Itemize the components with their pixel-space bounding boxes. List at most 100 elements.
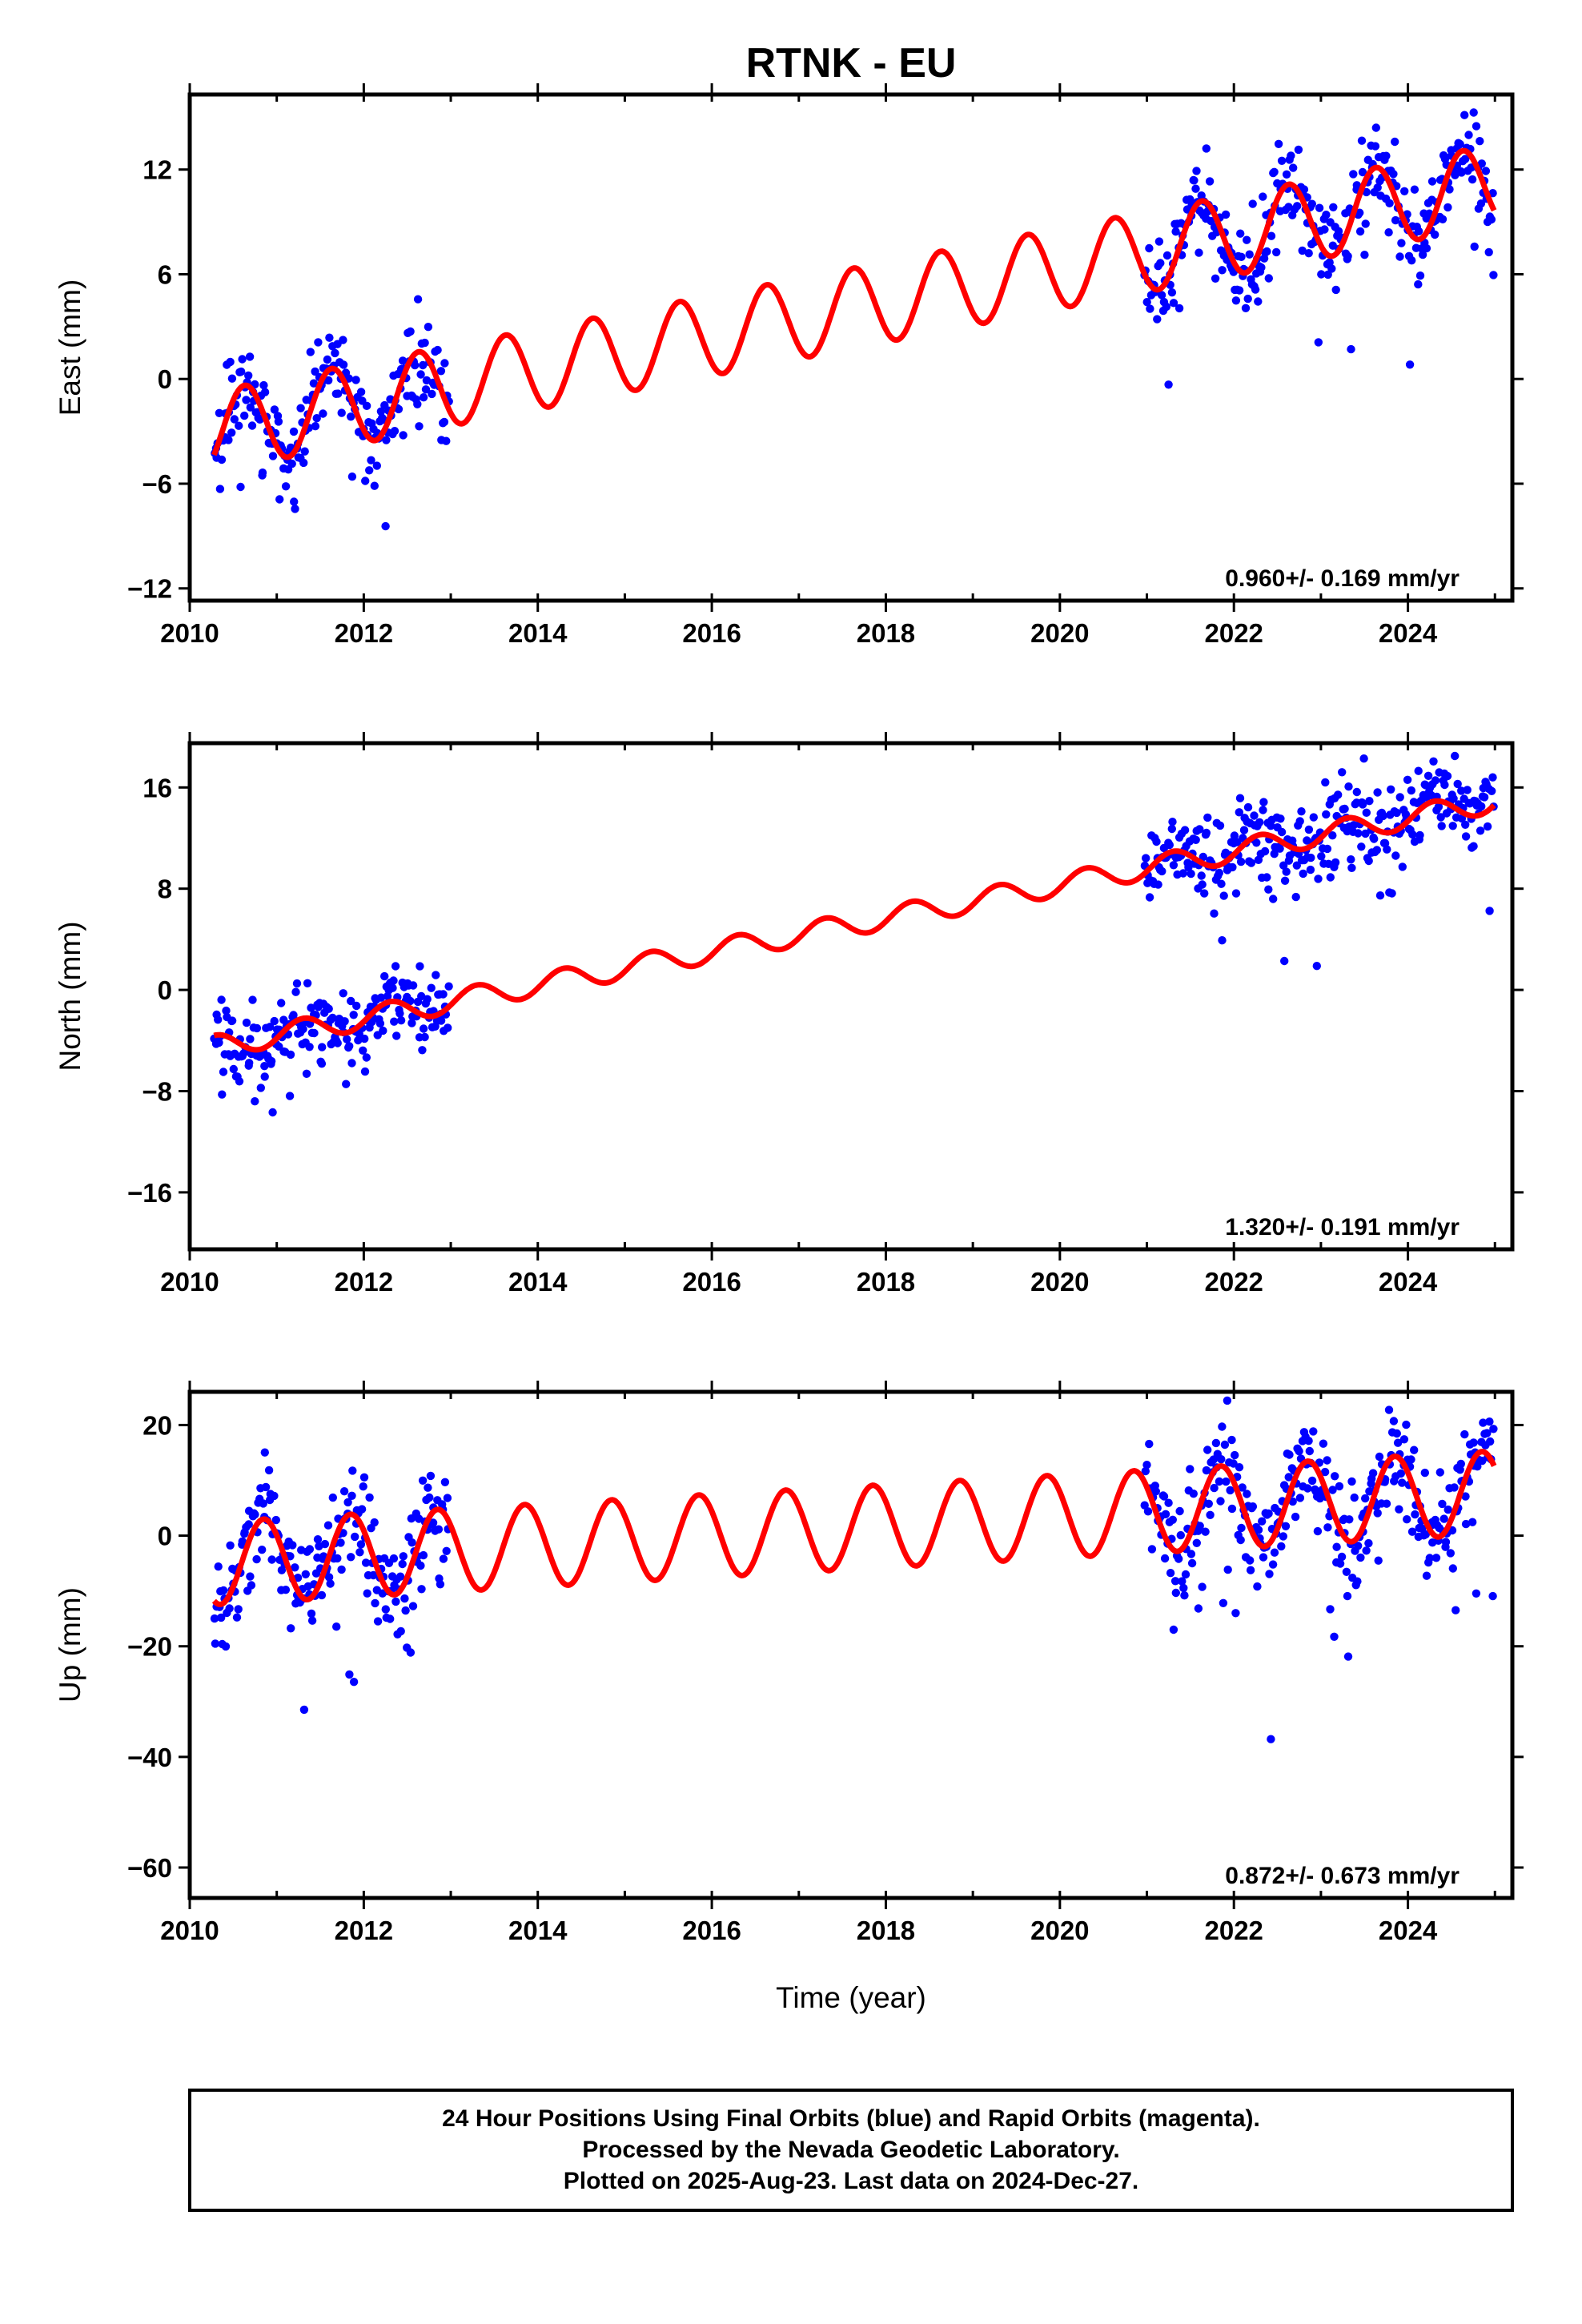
data-point-north <box>1307 853 1315 862</box>
data-point-north <box>1235 794 1245 802</box>
x-tick-label-north: 2016 <box>682 1267 741 1297</box>
data-point-up <box>356 1540 366 1549</box>
data-point-north <box>1485 907 1494 915</box>
data-point-up <box>281 1586 291 1594</box>
data-point-north <box>265 1023 275 1031</box>
data-point-up <box>313 1535 323 1544</box>
data-point-up <box>1229 1459 1238 1468</box>
data-point-north <box>1200 889 1209 898</box>
data-point-north <box>267 1056 276 1066</box>
data-point-up <box>428 1518 438 1527</box>
data-point-up <box>238 1537 247 1546</box>
data-point-up <box>359 1482 367 1491</box>
data-point-east <box>351 376 360 384</box>
data-point-north <box>1277 827 1287 837</box>
data-point-east <box>370 481 379 490</box>
data-point-north <box>1247 858 1256 867</box>
data-point-north <box>1429 757 1438 766</box>
data-point-north <box>1437 822 1446 830</box>
data-point-up <box>1219 1598 1228 1608</box>
data-point-up <box>1192 1538 1202 1548</box>
data-point-up <box>1175 1506 1184 1516</box>
data-point-north <box>1263 873 1271 882</box>
data-point-east <box>1464 131 1473 139</box>
data-point-north <box>1259 806 1267 814</box>
y-axis-title-up: Up (mm) <box>54 1587 86 1703</box>
data-point-east <box>1357 136 1367 145</box>
x-tick-label-east: 2012 <box>335 618 393 648</box>
data-point-north <box>390 1017 399 1026</box>
data-point-east <box>1327 264 1336 273</box>
data-point-east <box>1468 175 1477 184</box>
data-point-up <box>1226 1486 1235 1495</box>
data-point-east <box>1241 304 1251 312</box>
data-point-east <box>1287 151 1295 160</box>
data-point-up <box>406 1648 416 1657</box>
data-point-north <box>1488 786 1496 795</box>
data-point-north <box>1323 844 1332 854</box>
data-point-up <box>1431 1554 1441 1562</box>
data-point-north <box>396 1016 406 1025</box>
x-tick-label-east: 2024 <box>1379 618 1438 648</box>
x-tick-label-north: 2010 <box>160 1267 219 1297</box>
data-point-east <box>399 431 408 440</box>
data-point-north <box>349 1011 358 1019</box>
data-point-up <box>381 1605 390 1614</box>
data-point-up <box>1218 1422 1227 1431</box>
data-point-east <box>230 415 239 424</box>
data-point-north <box>1199 852 1208 862</box>
data-point-north <box>444 982 453 991</box>
data-point-up <box>396 1572 405 1581</box>
data-point-north <box>1334 790 1343 799</box>
data-point-up <box>434 1525 444 1534</box>
data-point-east <box>1384 228 1393 237</box>
data-point-north <box>427 983 436 992</box>
data-point-north <box>1236 857 1246 866</box>
data-point-up <box>264 1466 274 1475</box>
data-point-up <box>1170 1577 1180 1586</box>
data-point-up <box>1435 1468 1445 1477</box>
data-point-up <box>1171 1588 1181 1598</box>
data-point-north <box>391 962 400 971</box>
data-point-north <box>1370 834 1379 843</box>
data-point-up <box>370 1518 379 1527</box>
panel-east: 2010 2012 2014 2016 2018 2020 2022 2024 12 6 0 −6 −1… <box>54 83 1524 648</box>
data-point-north <box>1461 832 1471 841</box>
data-point-east <box>291 505 299 513</box>
data-point-up <box>336 1538 345 1547</box>
data-point-north <box>1483 822 1492 831</box>
data-point-east <box>1277 156 1287 165</box>
data-point-up <box>1246 1566 1255 1574</box>
x-tick-label-north: 2018 <box>857 1267 915 1297</box>
data-point-east <box>235 421 243 430</box>
data-point-east <box>289 427 299 436</box>
data-point-up <box>1181 1570 1191 1579</box>
data-point-north <box>1362 808 1371 817</box>
data-point-up <box>1304 1437 1313 1445</box>
x-tick-label-up: 2016 <box>682 1916 741 1945</box>
data-point-north <box>439 990 448 999</box>
data-point-up <box>1186 1465 1195 1474</box>
data-point-up <box>1335 1482 1344 1491</box>
data-point-east <box>309 379 319 388</box>
data-point-east <box>1477 159 1487 168</box>
data-point-up <box>1438 1499 1447 1509</box>
data-point-north <box>418 1046 427 1055</box>
data-point-north <box>1392 808 1401 818</box>
data-point-north <box>1309 813 1319 822</box>
data-point-east <box>1391 137 1399 147</box>
data-point-up <box>1203 1445 1212 1454</box>
data-point-up <box>1238 1483 1247 1492</box>
data-point-east <box>422 376 432 385</box>
data-point-east <box>227 428 236 437</box>
data-point-east <box>1174 304 1184 313</box>
data-point-north <box>1306 865 1315 875</box>
data-point-north <box>347 996 355 1006</box>
data-point-north <box>214 1015 223 1024</box>
data-point-north <box>246 1035 255 1043</box>
data-point-east <box>323 355 332 364</box>
data-point-up <box>1410 1445 1419 1454</box>
data-point-east <box>281 482 291 491</box>
data-point-north <box>1230 831 1239 840</box>
data-point-east <box>311 422 320 431</box>
